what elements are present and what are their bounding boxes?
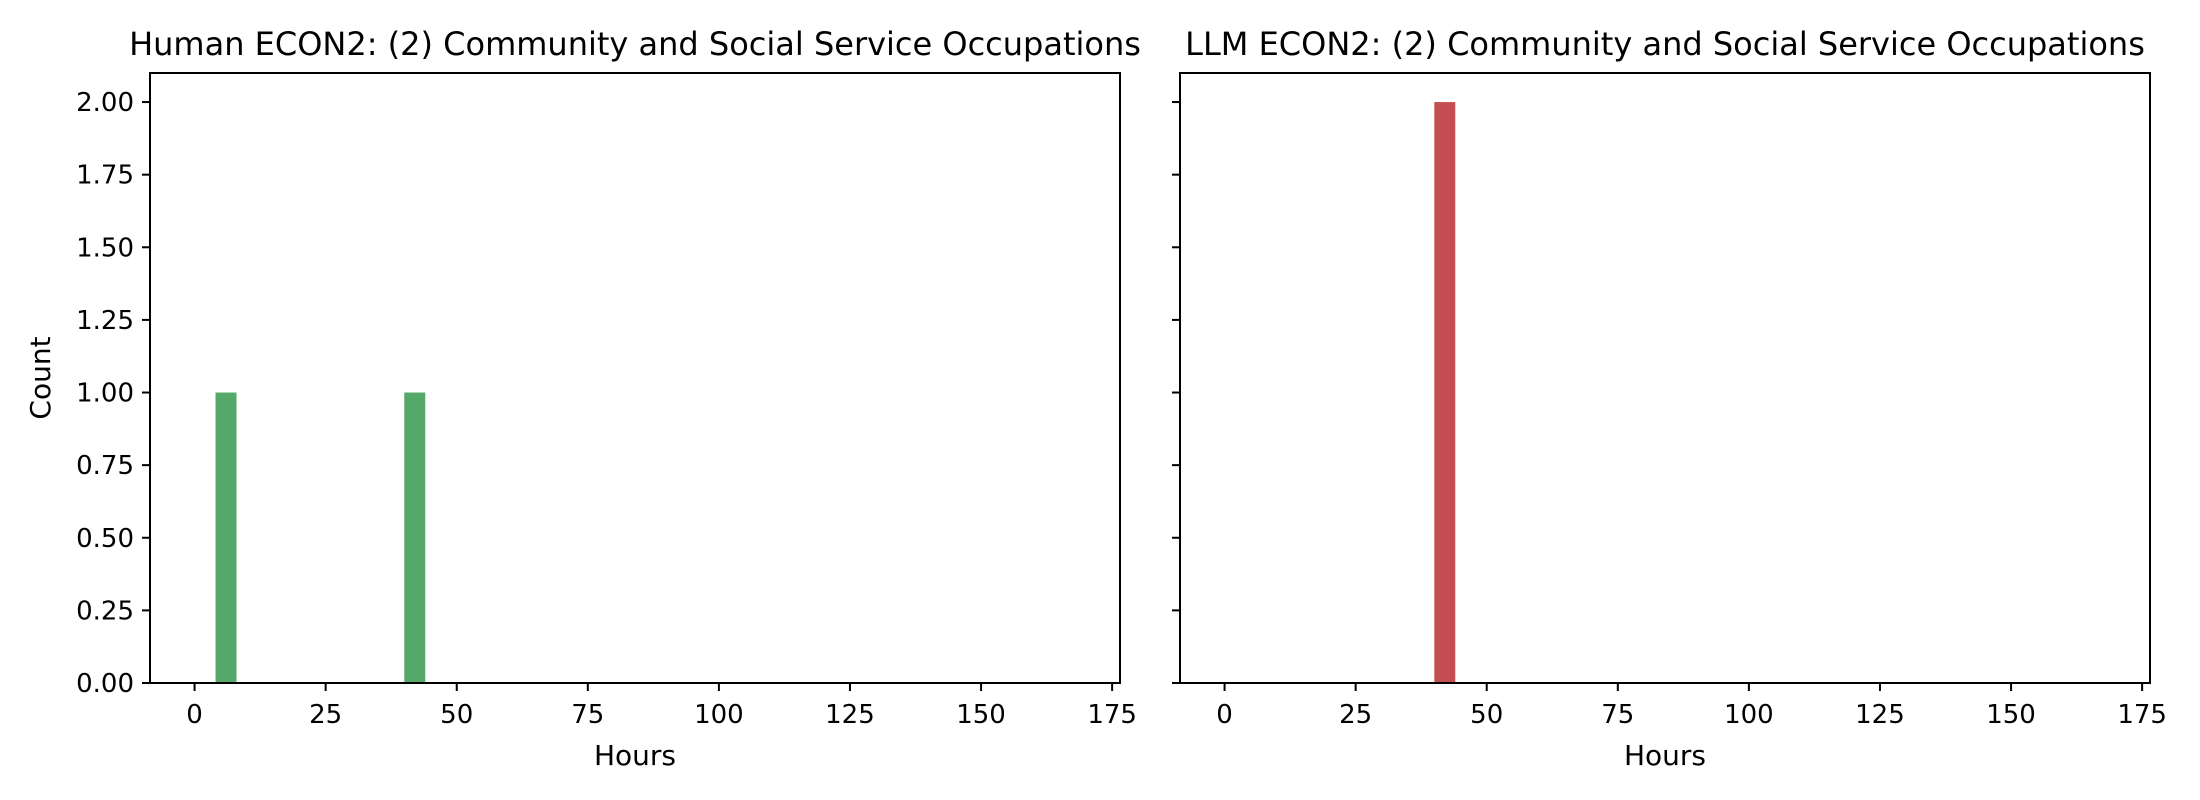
x-tick-label: 75 [571, 700, 604, 730]
histogram-bar [404, 392, 426, 683]
x-tick-label: 150 [1986, 700, 2036, 730]
chart-panel-2: 0 25 50 75 100 125 150 175 LLM ECON2: (2) Commun… [1172, 25, 2167, 772]
y-axis-label: Count [24, 336, 57, 419]
x-tick-label: 0 [186, 700, 203, 730]
x-tick-label: 125 [1855, 700, 1905, 730]
histogram-bar [1434, 102, 1456, 684]
x-tick-label: 50 [440, 700, 473, 730]
x-tick-label: 100 [1724, 700, 1774, 730]
x-tick-label: 25 [309, 700, 342, 730]
y-tick-label: 2.00 [76, 88, 134, 118]
y-tick-label: 1.25 [76, 306, 134, 336]
x-tick-label: 175 [1087, 700, 1137, 730]
chart-title: LLM ECON2: (2) Community and Social Serv… [1185, 25, 2145, 63]
x-tick-label: 150 [956, 700, 1006, 730]
y-tick-label: 1.75 [76, 161, 134, 191]
x-tick-label: 125 [825, 700, 875, 730]
x-axis-label: Hours [1624, 739, 1706, 772]
plot-frame [149, 72, 1121, 684]
histogram-bar [215, 392, 237, 683]
y-tick-label: 0.00 [76, 669, 134, 699]
x-tick-label: 25 [1339, 700, 1372, 730]
chart-title: Human ECON2: (2) Community and Social Se… [129, 25, 1141, 63]
plot-frame [1179, 72, 2151, 684]
chart-panel-1: 0 25 50 75 100 125 150 175 0.00 0.25 0.50 0.75 1.00 1… [24, 25, 1141, 772]
y-tick-label: 1.50 [76, 233, 134, 263]
x-tick-label: 100 [694, 700, 744, 730]
y-tick-label: 0.25 [76, 596, 134, 626]
x-tick-label: 0 [1216, 700, 1233, 730]
y-tick-label: 1.00 [76, 379, 134, 409]
y-tick-label: 0.50 [76, 524, 134, 554]
y-tick-label: 0.75 [76, 451, 134, 481]
x-tick-label: 50 [1470, 700, 1503, 730]
x-tick-label: 175 [2117, 700, 2167, 730]
x-tick-label: 75 [1601, 700, 1634, 730]
x-axis-label: Hours [594, 739, 676, 772]
